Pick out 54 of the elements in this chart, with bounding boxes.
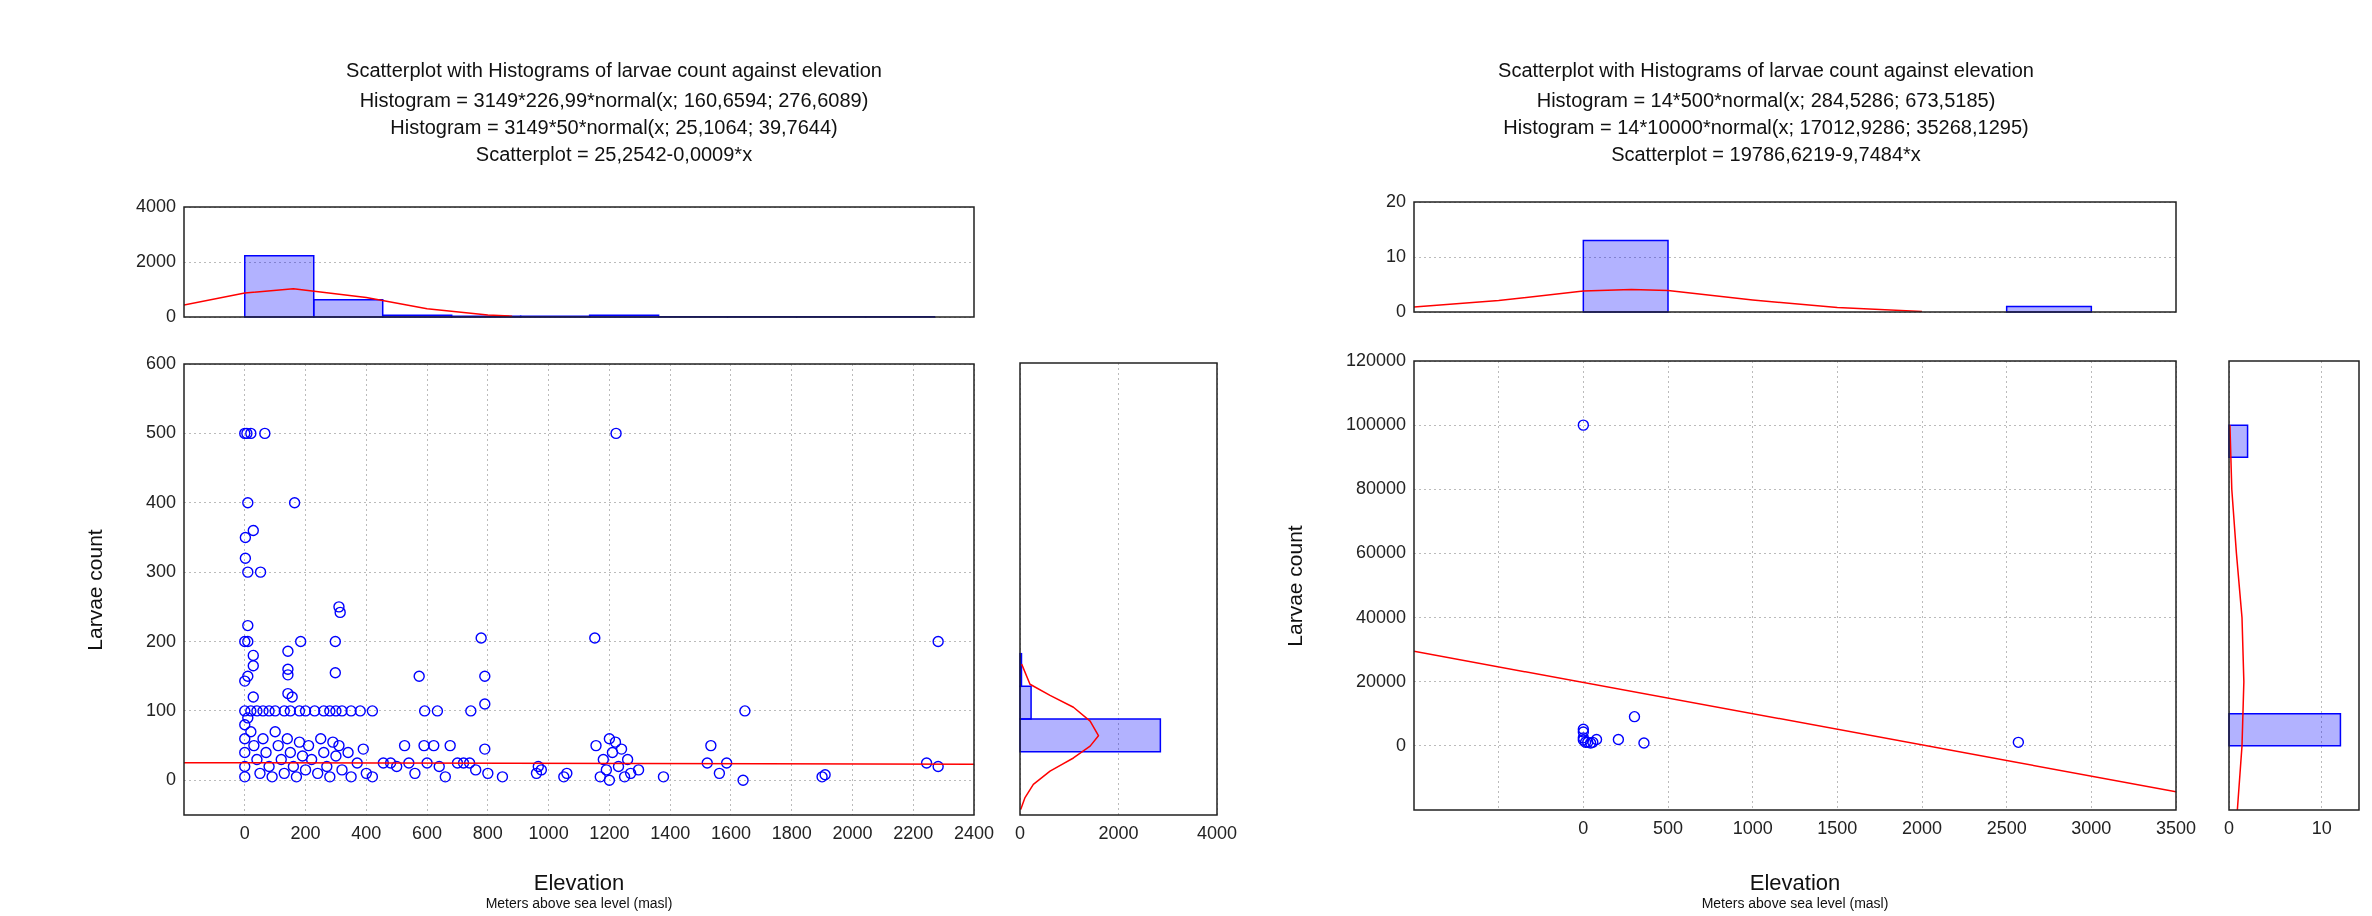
y-tick-label: 300 <box>145 561 176 582</box>
x-axis-title: Elevation Meters above sea level (masl) <box>1700 870 1890 911</box>
x-tick-label: 1500 <box>1817 817 1858 838</box>
y-tick-label: 0 <box>1395 300 1406 321</box>
chart-title: Scatterplot with Histograms of larvae count against elevation <box>345 58 883 82</box>
y-tick-label: 0 <box>165 769 176 790</box>
y-tick-label: 0 <box>1395 734 1406 755</box>
x-tick-label: 500 <box>1652 817 1684 838</box>
x-tick-label: 400 <box>351 822 382 843</box>
x-tick-label: 3000 <box>2071 817 2112 838</box>
x-tick-label: 2200 <box>893 822 934 843</box>
chart-subtitle: Histogram = 3149*226,99*normal(x; 160,6594; 276,6089) Histogram = 3149*50*normal(x; 25,1064; 39,7644) Scatterplot = 25,2542-0,0009*x <box>358 88 870 166</box>
y-tick-label: 0 <box>165 305 176 326</box>
x-tick-label: 0 <box>239 822 250 843</box>
y-tick-label: 80000 <box>1355 478 1406 499</box>
y-tick-label: 2000 <box>135 250 176 271</box>
x-tick-label: 4000 <box>1196 822 1238 843</box>
x-tick-label: 0 <box>1014 822 1026 843</box>
x-tick-label: 2000 <box>1901 817 1943 838</box>
y-tick-label: 400 <box>145 491 176 512</box>
y-tick-label: 120000 <box>1345 349 1406 370</box>
x-tick-label: 0 <box>2223 817 2235 838</box>
x-tick-label: 3500 <box>2155 817 2197 838</box>
x-tick-label: 2000 <box>1098 822 1139 843</box>
x-tick-label: 0 <box>1578 817 1589 838</box>
x-tick-label: 600 <box>412 822 443 843</box>
x-tick-label: 1600 <box>710 822 751 843</box>
y-tick-label: 40000 <box>1355 606 1406 627</box>
y-tick-label: 20000 <box>1355 670 1406 691</box>
x-tick-label: 2000 <box>832 822 873 843</box>
y-tick-label: 20 <box>1385 190 1406 211</box>
y-tick-label: 100 <box>145 699 176 720</box>
x-tick-label: 1200 <box>589 822 630 843</box>
y-tick-label: 500 <box>145 422 176 443</box>
x-axis-title: Elevation Meters above sea level (masl) <box>484 870 674 911</box>
x-tick-label: 1000 <box>1732 817 1773 838</box>
x-tick-label: 1400 <box>650 822 691 843</box>
y-tick-label: 10 <box>1385 245 1406 266</box>
x-tick-label: 2400 <box>953 822 995 843</box>
y-tick-label: 200 <box>145 630 176 651</box>
x-tick-label: 800 <box>472 822 503 843</box>
y-axis-title: Larvae count <box>82 527 107 653</box>
y-tick-label: 4000 <box>135 195 176 216</box>
chart-title: Scatterplot with Histograms of larvae count against elevation <box>1497 58 2035 82</box>
x-tick-label: 1800 <box>771 822 812 843</box>
x-tick-label: 10 <box>2311 817 2332 838</box>
x-tick-label: 2500 <box>1986 817 2027 838</box>
chart-subtitle: Histogram = 14*500*normal(x; 284,5286; 673,5185) Histogram = 14*10000*normal(x; 17012,9286; 35268,1295) Scatterplot = 19786,6219-9,7484*x <box>1502 88 2030 166</box>
y-axis-title: Larvae count <box>1282 523 1307 649</box>
x-tick-label: 200 <box>290 822 321 843</box>
x-tick-label: 1000 <box>528 822 569 843</box>
y-tick-label: 100000 <box>1345 414 1406 435</box>
y-tick-label: 60000 <box>1355 542 1406 563</box>
y-tick-label: 600 <box>145 352 176 373</box>
